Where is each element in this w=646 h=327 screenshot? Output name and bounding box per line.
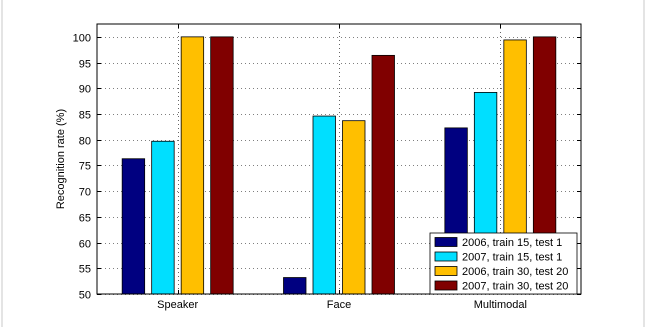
x-category-label: Face <box>327 299 351 311</box>
legend-swatch <box>434 266 458 276</box>
bar <box>342 120 366 295</box>
bar <box>180 36 205 295</box>
bar <box>371 54 395 295</box>
y-axis-label: Recognition rate (%) <box>55 109 67 209</box>
y-tick-label: 80 <box>79 136 91 148</box>
legend-swatch <box>434 280 458 291</box>
bar <box>151 140 175 295</box>
legend-label: 2006, train 30, test 20 <box>462 266 568 278</box>
y-tick-label: 50 <box>79 290 91 302</box>
legend-swatch <box>434 237 458 247</box>
y-tick-label: 55 <box>79 264 91 276</box>
legend-label: 2006, train 15, test 1 <box>462 237 562 249</box>
x-category-label: Multimodal <box>474 299 527 311</box>
y-tick-label: 90 <box>79 84 91 96</box>
legend: 2006, train 15, test 1 2007, train 15, te… <box>429 232 578 295</box>
legend-swatch <box>434 251 458 262</box>
x-category-label: Speaker <box>157 299 198 311</box>
y-tick-label: 65 <box>79 213 91 225</box>
y-tick-label: 85 <box>79 110 91 122</box>
axis-ticks: 50 55 60 65 70 75 80 85 90 95 100 Speaker Face Multim… <box>73 24 581 311</box>
bar <box>283 277 307 295</box>
bar <box>210 36 234 295</box>
bar <box>312 115 336 295</box>
y-tick-label: 100 <box>73 33 91 45</box>
legend-label: 2007, train 15, test 1 <box>462 252 562 264</box>
y-tick-label: 70 <box>79 187 91 199</box>
y-tick-label: 95 <box>79 59 91 71</box>
bar <box>121 158 146 295</box>
legend-label: 2007, train 30, test 20 <box>462 281 568 293</box>
y-tick-label: 60 <box>79 239 91 251</box>
y-axis-label-group: Recognition rate (%) <box>55 109 67 209</box>
y-tick-label: 75 <box>79 161 91 173</box>
